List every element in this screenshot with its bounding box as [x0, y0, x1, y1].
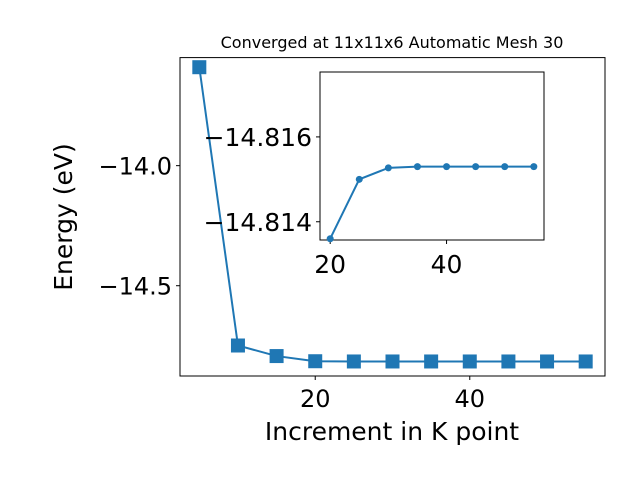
main-data-point	[501, 354, 516, 369]
main-data-point	[462, 354, 477, 369]
main-data-point	[308, 354, 323, 369]
main-x-tick-label: 40	[454, 385, 485, 413]
inset-series	[326, 163, 538, 243]
inset-y-tick-label: −14.816	[204, 123, 312, 152]
main-data-point	[540, 354, 555, 369]
inset-series-line	[329, 165, 534, 240]
main-data-point	[424, 354, 439, 369]
inset-data-point	[472, 163, 480, 171]
chart-title: Converged at 11x11x6 Automatic Mesh 30	[221, 33, 564, 52]
inset-y-tick-label: −14.814	[204, 208, 312, 237]
inset-data-point	[384, 164, 392, 172]
main-y-tick-label: −14.0	[98, 153, 172, 181]
main-data-point	[385, 354, 400, 369]
main-data-point	[230, 338, 245, 353]
main-data-point	[192, 60, 207, 75]
main-data-point	[269, 349, 284, 364]
inset-data-point	[355, 175, 363, 183]
inset-ticks: 20 40 −14.816 −14.814	[204, 123, 463, 279]
main-data-point	[578, 354, 593, 369]
inset-plot-frame	[319, 71, 545, 241]
inset-data-point	[326, 235, 334, 243]
y-axis-label: Energy (eV)	[49, 143, 78, 290]
main-series	[192, 60, 593, 369]
inset-data-point	[501, 163, 509, 171]
main-x-tick-label: 20	[300, 385, 331, 413]
main-ticks: 20 40 −14.0 −14.5	[98, 153, 485, 413]
inset-data-point	[413, 163, 421, 171]
x-axis-label: Increment in K point	[265, 417, 519, 446]
inset-x-tick-label: 20	[314, 250, 346, 279]
inset-x-tick-label: 40	[431, 250, 463, 279]
main-y-tick-label: −14.5	[98, 273, 172, 301]
inset-data-point	[443, 163, 451, 171]
main-data-point	[346, 354, 361, 369]
main-axes: 20 40 −14.0 −14.5 Converged at 11x11x6 Auto…	[49, 33, 606, 446]
inset-axes: 20 40 −14.816 −14.814	[204, 71, 545, 279]
inset-data-point	[530, 163, 538, 171]
main-plot-frame	[179, 57, 606, 377]
